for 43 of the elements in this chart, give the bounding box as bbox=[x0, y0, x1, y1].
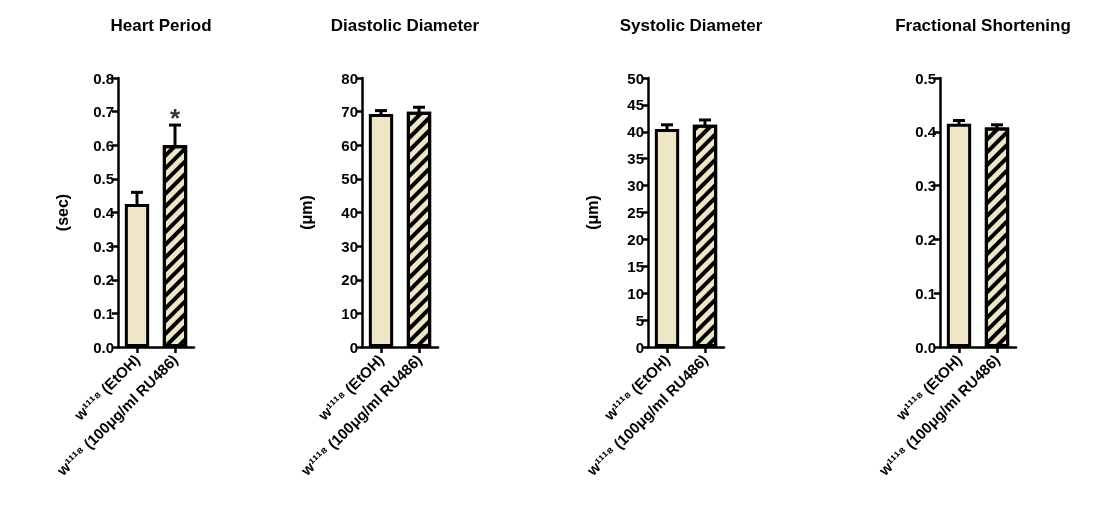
y-tick-label: 0.1 bbox=[93, 304, 114, 322]
y-tick-label: 50 bbox=[341, 170, 358, 188]
y-tick-label: 10 bbox=[627, 284, 644, 302]
y-tick-label: 0 bbox=[349, 338, 358, 356]
y-tick-label: 0.2 bbox=[93, 271, 114, 289]
y-tick-label: 0.7 bbox=[93, 103, 114, 121]
y-tick-label: 40 bbox=[627, 123, 644, 141]
y-tick-label: 40 bbox=[341, 204, 358, 221]
y-tick-label: 45 bbox=[627, 96, 644, 114]
y-tick-label: 15 bbox=[627, 257, 644, 275]
annotation: * bbox=[169, 103, 181, 134]
y-tick-label: 0.3 bbox=[93, 237, 114, 255]
chart-title: Diastolic Diameter bbox=[330, 16, 480, 35]
y-tick-label: 0.4 bbox=[915, 123, 937, 141]
y-tick-label: 60 bbox=[341, 136, 358, 154]
y-axis-title: (μm) bbox=[583, 195, 601, 230]
y-axis-title: (sec) bbox=[53, 193, 71, 232]
y-tick-label: 0.0 bbox=[915, 338, 936, 356]
y-tick-label: 30 bbox=[341, 237, 358, 255]
chart-title: Fractional Shortening bbox=[895, 16, 1071, 35]
chart-title: Systolic Diameter bbox=[619, 16, 763, 35]
y-tick-label: 0.2 bbox=[915, 230, 936, 248]
y-tick-label: 0 bbox=[635, 338, 644, 356]
y-tick-label: 0.3 bbox=[915, 177, 936, 195]
y-tick-label: 50 bbox=[627, 69, 644, 87]
y-tick-label: 25 bbox=[627, 204, 644, 221]
y-tick-label: 70 bbox=[341, 103, 358, 121]
y-tick-label: 5 bbox=[635, 311, 644, 329]
y-tick-label: 0.0 bbox=[93, 338, 114, 356]
y-tick-label: 80 bbox=[341, 69, 358, 87]
y-tick-label: 35 bbox=[627, 150, 644, 168]
y-tick-label: 0.5 bbox=[93, 170, 114, 188]
y-tick-label: 20 bbox=[341, 271, 358, 289]
y-tick-label: 30 bbox=[627, 177, 644, 195]
y-tick-label: 20 bbox=[627, 230, 644, 248]
y-tick-label: 0.4 bbox=[93, 204, 115, 221]
y-tick-label: 0.6 bbox=[93, 136, 114, 154]
y-axis-title: (μm) bbox=[297, 195, 315, 230]
y-tick-label: 10 bbox=[341, 304, 358, 322]
y-tick-label: 0.5 bbox=[915, 69, 936, 87]
chart-title: Heart Period bbox=[110, 16, 212, 35]
y-tick-label: 0.1 bbox=[915, 284, 936, 302]
y-tick-label: 0.8 bbox=[93, 69, 114, 87]
